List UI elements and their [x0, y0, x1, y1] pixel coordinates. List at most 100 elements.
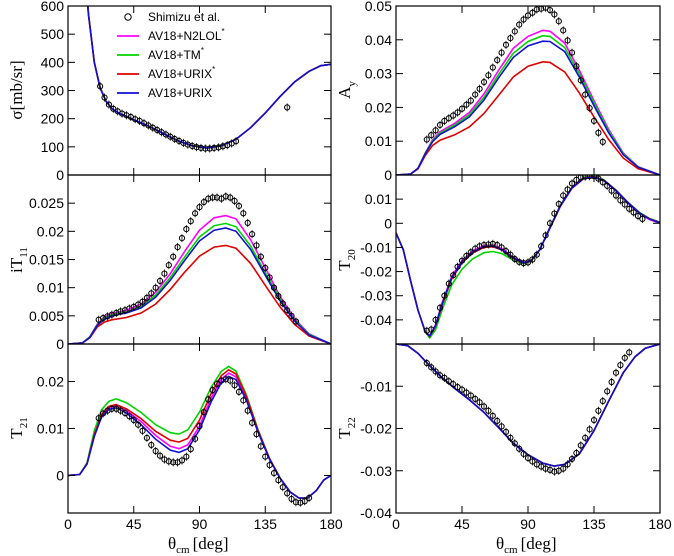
- y-axis-title-main-it11: iT: [7, 257, 26, 273]
- data-point-ay-12: [476, 85, 483, 92]
- data-point-it11-44: [288, 312, 295, 319]
- data-point-t20-47: [630, 209, 637, 216]
- data-point-it11-45: [292, 318, 300, 325]
- ytick-label-it11-1: 0.005: [29, 308, 64, 324]
- data-point-t20-49: [639, 215, 646, 223]
- data-point-t21-7: [126, 413, 133, 420]
- data-point-t22-43: [612, 369, 620, 376]
- data-point-ay-3: [436, 121, 444, 129]
- data-point-t20-18: [502, 247, 510, 255]
- data-point-ay-24: [529, 9, 536, 16]
- curve-tm-t21: [68, 365, 331, 499]
- panel-it11: 0 0.005 0.01 0.015 0.02 0.025 iT11: [7, 174, 332, 352]
- data-point-t22-7: [454, 383, 461, 391]
- legend-marker-data: [124, 13, 132, 21]
- xtick-label-t22-4: 180: [648, 516, 672, 532]
- data-point-t22-16: [494, 417, 501, 424]
- data-point-it11-41: [275, 293, 282, 300]
- data-point-t20-23: [524, 259, 532, 266]
- legend-entry-data: Shimizu et al.: [124, 10, 220, 24]
- xtick-label-t22-0: 0: [392, 516, 400, 532]
- y-axis-title-sub-t21: 21: [18, 417, 30, 428]
- data-point-t21-21: [187, 446, 194, 453]
- data-point-ay-16: [494, 56, 501, 64]
- data-point-t20-6: [450, 272, 457, 279]
- data-point-it11-21: [187, 218, 194, 225]
- panel-curves-sigma: [86, 6, 331, 153]
- data-point-t20-8: [458, 257, 466, 264]
- data-point-ay-6: [450, 112, 457, 119]
- curve-urix-t21: [68, 375, 331, 499]
- ytick-label-t21-0: 0: [56, 467, 64, 483]
- data-point-t22-22: [520, 450, 527, 457]
- data-point-it11-22: [192, 210, 199, 217]
- data-point-it11-30: [227, 194, 234, 201]
- data-point-t22-6: [450, 381, 457, 388]
- data-point-t22-41: [604, 388, 611, 395]
- data-point-t22-44: [617, 362, 624, 369]
- data-point-t22-19: [507, 434, 514, 441]
- data-point-t20-32: [564, 186, 571, 193]
- data-point-t21-8: [130, 416, 137, 424]
- data-point-t20-37: [586, 175, 593, 180]
- data-point-ay-37: [586, 104, 593, 112]
- panel-curves-t22: [396, 344, 660, 476]
- data-point-ay-18: [502, 41, 510, 48]
- data-point-t21-27: [213, 380, 221, 388]
- data-point-ay-36: [582, 91, 589, 98]
- data-point-t21-22: [192, 435, 199, 442]
- data-point-it11-40: [270, 284, 278, 291]
- y-axis-title-ay: Ay: [335, 81, 358, 99]
- ytick-label-t20-3: -0.01: [360, 239, 392, 255]
- data-point-t22-42: [608, 378, 615, 386]
- curve-urix-it11: [68, 227, 331, 344]
- ytick-label-t20-1: -0.03: [360, 288, 392, 304]
- data-point-t21-0: [95, 415, 102, 422]
- data-point-t20-9: [463, 252, 470, 259]
- data-point-sigma-31: [232, 138, 240, 145]
- data-point-it11-25: [205, 195, 212, 202]
- data-point-ay-35: [577, 77, 584, 84]
- ytick-label-sigma-4: 400: [41, 54, 65, 70]
- panel-ay: 0 0.01 0.02 0.03 0.04 0.05 Ay: [335, 0, 661, 183]
- data-point-t21-39: [266, 462, 273, 469]
- data-point-ay-5: [445, 115, 452, 122]
- data-point-t21-41: [275, 477, 282, 484]
- curve-n2lol-it11: [68, 214, 331, 344]
- xtick-label-t22-2: 90: [520, 516, 536, 532]
- ytick-label-t20-2: -0.02: [360, 264, 392, 280]
- ytick-label-sigma-5: 500: [41, 26, 65, 42]
- data-point-ay-34: [573, 63, 580, 70]
- data-point-t22-8: [458, 386, 466, 393]
- ytick-label-sigma-3: 300: [41, 83, 65, 99]
- data-point-it11-26: [209, 194, 216, 201]
- data-point-t21-16: [165, 458, 172, 465]
- data-point-t22-34: [573, 449, 580, 457]
- data-point-it11-23: [196, 204, 203, 211]
- data-point-t22-4: [441, 374, 448, 381]
- data-point-t21-25: [205, 396, 212, 403]
- ytick-label-it11-2: 0.01: [37, 280, 64, 296]
- x-axis-title-right: θcm [deg]: [496, 534, 556, 556]
- panel-t21: 0 0.01 0.02 0 45 90 135 180 T21: [7, 343, 343, 532]
- data-point-it11-27: [213, 194, 221, 201]
- xtick-label-t22-3: 135: [582, 516, 606, 532]
- panels-layer: 0100200300400500600σ[mb/sr]00.010.020.03…: [7, 0, 672, 532]
- data-point-t20-27: [542, 232, 549, 239]
- data-point-t20-36: [582, 175, 589, 180]
- data-point-t21-14: [156, 452, 164, 459]
- legend-label-n2lol: AV18+N2LOL*: [148, 27, 225, 43]
- data-point-it11-18: [174, 244, 181, 251]
- data-point-t20-19: [507, 251, 514, 258]
- data-point-t21-35: [249, 419, 256, 426]
- data-point-ay-1: [428, 132, 435, 139]
- data-point-t22-37: [586, 426, 593, 433]
- data-point-t21-10: [139, 427, 146, 434]
- x-axis-title-left: θcm [deg]: [168, 534, 228, 556]
- legend-entry-urixs: AV18+URIX*: [117, 65, 215, 81]
- data-point-t22-13: [480, 403, 488, 410]
- xtick-label-t21-1: 45: [126, 516, 142, 532]
- data-point-t20-10: [467, 249, 474, 256]
- xtick-label-t21-3: 135: [254, 516, 278, 532]
